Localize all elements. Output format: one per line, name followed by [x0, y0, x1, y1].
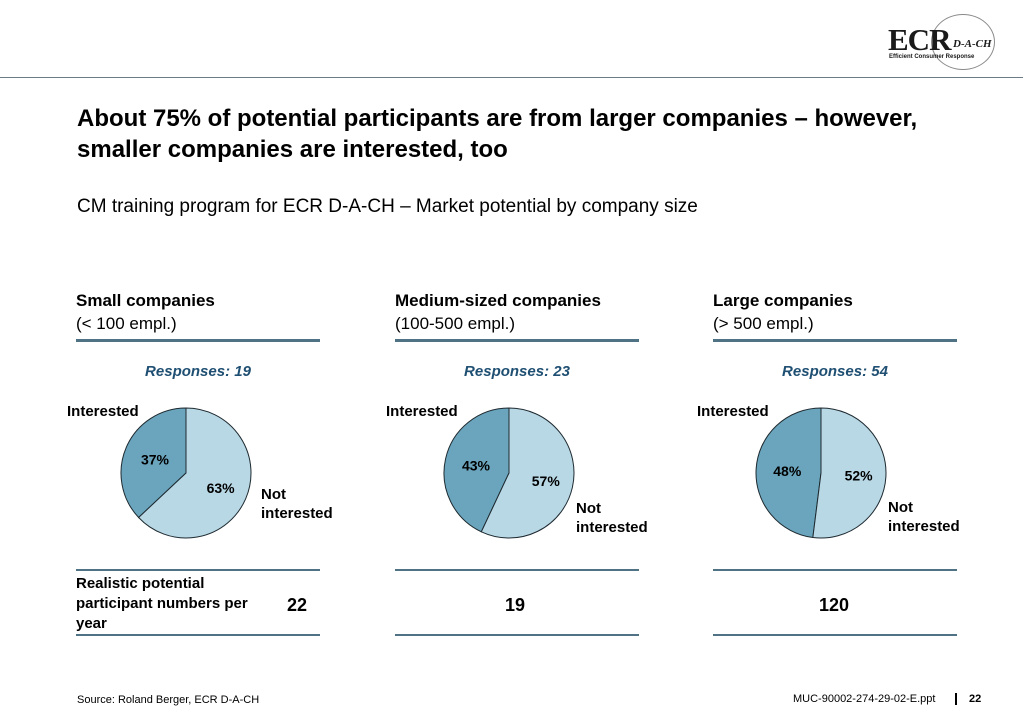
responses-count: Responses: 19	[145, 363, 251, 380]
logo-ring	[931, 14, 995, 70]
medium-companies-panel: Medium-sized companies (100-500 empl.) R…	[386, 289, 648, 649]
logo-ecr-text: ECR	[888, 22, 951, 57]
page-subtitle: CM training program for ECR D-A-CH – Mar…	[77, 196, 698, 217]
interested-percentage: 43%	[462, 458, 491, 474]
panel-header: Large companies (> 500 empl.)	[713, 289, 853, 335]
interested-label: Interested	[386, 403, 458, 420]
not-interested-percentage: 57%	[532, 473, 561, 489]
potential-rule-bottom	[76, 634, 320, 636]
potential-rule-top	[395, 569, 639, 571]
header-rule	[395, 339, 639, 342]
interested-label: Interested	[67, 403, 139, 420]
potential-value: 120	[819, 595, 850, 615]
small-companies-panel: Small companies (< 100 empl.) Responses:…	[67, 289, 333, 649]
potential-rule-top	[713, 569, 957, 571]
pie-slice-not-interested	[137, 407, 252, 539]
interested-percentage: 48%	[773, 463, 802, 479]
panel-title: Large companies	[713, 291, 853, 310]
pie-slice-interested	[443, 407, 510, 533]
potential-value: 19	[505, 595, 526, 615]
pie-chart: 43% 57%	[443, 407, 575, 539]
not-interested-percentage: 63%	[207, 480, 236, 496]
interested-percentage: 37%	[141, 452, 170, 468]
header-rule	[713, 339, 957, 342]
logo-tagline: Efficient Consumer Response	[889, 54, 975, 60]
page-title: About 75% of potential participants are …	[77, 105, 918, 163]
interested-label: Interested	[697, 403, 769, 420]
panel-title: Small companies	[76, 291, 215, 310]
potential-rule-bottom	[395, 634, 639, 636]
not-interested-label: Not interested	[576, 500, 648, 536]
pie-slice-interested	[120, 407, 187, 519]
panel-header: Medium-sized companies (100-500 empl.)	[395, 289, 601, 335]
panel-title: Medium-sized companies	[395, 291, 601, 310]
not-interested-label: Not interested	[261, 486, 333, 522]
panel-size-range: (< 100 empl.)	[76, 314, 177, 333]
potential-rule-bottom	[713, 634, 957, 636]
potential-rule-top	[76, 569, 320, 571]
panel-size-range: (100-500 empl.)	[395, 314, 516, 333]
panel-header: Small companies (< 100 empl.)	[76, 289, 215, 335]
pie-chart: 48% 52%	[755, 407, 887, 539]
large-companies-panel: Large companies (> 500 empl.) Responses:…	[697, 289, 960, 649]
pie-slice-not-interested	[812, 407, 887, 539]
logo-region-text: D-A-CH	[953, 38, 992, 50]
header-divider	[0, 77, 1023, 78]
source-note: Source: Roland Berger, ECR D-A-CH	[77, 694, 260, 706]
responses-count: Responses: 23	[464, 363, 570, 380]
document-reference: MUC-90002-274-29-02-E.ppt	[793, 693, 936, 705]
header-rule	[76, 339, 320, 342]
not-interested-label: Not interested	[888, 499, 960, 535]
potential-label: Realistic potential participant numbers …	[76, 575, 248, 632]
not-interested-percentage: 52%	[845, 467, 874, 483]
panel-size-range: (> 500 empl.)	[713, 314, 814, 333]
footer-separator	[955, 693, 957, 705]
potential-value: 22	[287, 595, 308, 615]
pie-chart: 37% 63%	[120, 407, 252, 539]
pie-slice-interested	[755, 407, 822, 539]
ecr-logo: ECR D-A-CH Efficient Consumer Response	[884, 14, 1000, 72]
pie-slice-not-interested	[480, 407, 575, 539]
responses-count: Responses: 54	[782, 363, 888, 380]
page-number: 22	[969, 693, 982, 705]
